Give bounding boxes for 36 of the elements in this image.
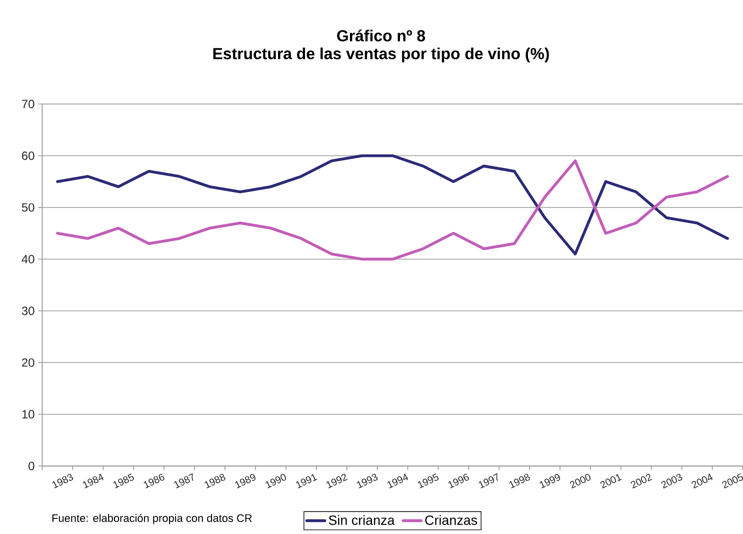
x-tick-label: 1999	[540, 474, 560, 488]
y-tick-label: 10	[22, 410, 34, 419]
y-tick-label: 40	[22, 254, 34, 264]
x-tick-label: 1993	[356, 474, 378, 488]
x-tick-label: 1988	[204, 474, 226, 488]
x-tick-label: 1994	[387, 474, 408, 488]
x-tick-label: 2003	[661, 474, 682, 488]
x-tick-label: 1995	[418, 473, 438, 488]
legend-label: Crianzas	[425, 515, 478, 525]
y-tick-label: 50	[22, 203, 34, 212]
x-tick-label: 1996	[448, 474, 469, 488]
x-tick-label: 2000	[570, 474, 591, 488]
source-note: Fuente: elaboración propia con datos CR	[52, 514, 252, 524]
x-tick-label: 1992	[326, 474, 348, 488]
chart-subtitle: Estructura de las ventas por tipo de vino (%)	[213, 48, 549, 62]
y-tick-label: 20	[22, 358, 34, 367]
x-tick-label: 1991	[296, 474, 318, 488]
x-tick-label: 1989	[235, 474, 256, 488]
x-tick-label: 2004	[692, 474, 713, 488]
x-tick-label: 2002	[630, 474, 652, 488]
x-tick-label: 1983	[52, 474, 74, 488]
y-tick-label: 70	[22, 100, 34, 108]
x-tick-label: 1997	[478, 473, 498, 488]
x-tick-label: 1986	[144, 474, 164, 488]
x-tick-label: 1985	[113, 473, 134, 488]
legend-label: Sin crianza	[328, 515, 395, 525]
x-tick-label: 1987	[174, 473, 194, 488]
y-tick-label: 30	[22, 306, 34, 316]
chart-title: Gráfico nº 8	[337, 30, 426, 42]
x-tick-label: 1990	[266, 474, 286, 488]
y-tick-label: 0	[28, 462, 34, 470]
y-tick-label: 60	[22, 151, 34, 160]
x-tick-label: 2005	[722, 473, 743, 488]
x-tick-label: 1984	[82, 474, 104, 488]
x-tick-label: 1998	[509, 474, 530, 488]
x-tick-label: 2001	[600, 474, 622, 488]
